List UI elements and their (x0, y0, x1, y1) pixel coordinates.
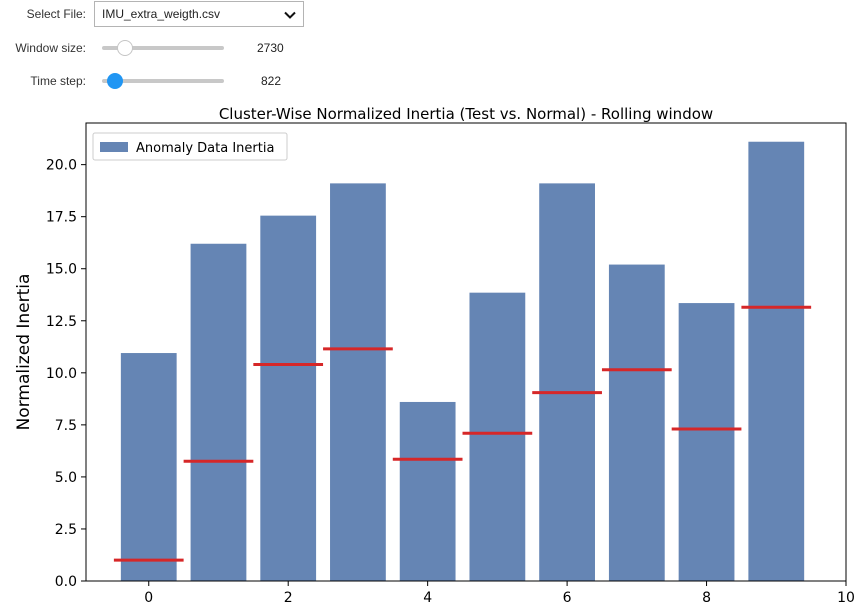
legend-swatch (100, 142, 128, 152)
file-select-label: Select File: (26, 7, 86, 21)
bar-cluster-9 (748, 141, 805, 581)
bar-cluster-1 (190, 243, 247, 581)
plot-frame (85, 122, 847, 582)
window-size-value: 2730 (257, 41, 284, 55)
file-select[interactable]: IMU_extra_weigth.csv (94, 1, 304, 27)
chart-legend: Anomaly Data Inertia (92, 132, 288, 161)
y-tick-label: 5.0 (55, 470, 77, 486)
chart-title: Cluster-Wise Normalized Inertia (Test vs… (219, 105, 713, 123)
window-size-label: Window size: (15, 41, 86, 55)
y-tick-label: 2.5 (55, 522, 77, 538)
bar-cluster-4 (399, 401, 456, 581)
bar-cluster-6 (539, 183, 595, 581)
y-tick-label: 17.5 (46, 210, 77, 226)
y-tick-label: 10.0 (46, 366, 77, 382)
legend-frame (92, 132, 288, 161)
y-tick-label: 15.0 (46, 262, 77, 278)
bar-cluster-5 (469, 292, 526, 581)
x-tick-label: 10 (837, 590, 855, 606)
bar-cluster-3 (330, 183, 386, 581)
x-tick-label: 6 (563, 590, 572, 606)
time-step-label: Time step: (30, 74, 86, 88)
chevron-down-icon (284, 11, 296, 19)
x-tick-label: 4 (423, 590, 432, 606)
bar-cluster-2 (260, 215, 317, 581)
time-step-slider-thumb[interactable] (107, 73, 124, 89)
x-tick-label: 2 (284, 590, 293, 606)
x-tick-label: 8 (702, 590, 711, 606)
y-axis-label: Normalized Inertia (14, 274, 34, 431)
y-tick-label: 20.0 (46, 158, 77, 174)
bar-cluster-0 (120, 353, 177, 581)
time-step-slider-track[interactable] (102, 79, 224, 83)
file-select-value: IMU_extra_weigth.csv (102, 7, 221, 21)
window-size-slider-thumb[interactable] (116, 40, 133, 56)
y-tick-label: 7.5 (55, 418, 77, 434)
x-tick-label: 0 (144, 590, 153, 606)
y-tick-label: 0.0 (55, 574, 77, 590)
inertia-bar-chart: Cluster-Wise Normalized Inertia (Test vs… (14, 105, 855, 606)
time-step-value: 822 (261, 74, 282, 88)
legend-label: Anomaly Data Inertia (136, 141, 274, 156)
y-tick-label: 12.5 (46, 314, 77, 330)
window-size-slider-track[interactable] (102, 46, 224, 50)
bar-cluster-7 (608, 264, 665, 581)
bar-cluster-8 (678, 303, 735, 581)
